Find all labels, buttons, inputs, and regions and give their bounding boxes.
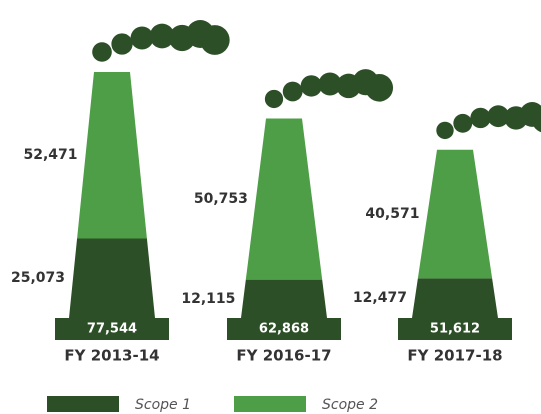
smoke-puff bbox=[264, 89, 284, 109]
smoke-puff bbox=[149, 23, 175, 49]
smoke-puff bbox=[282, 81, 303, 102]
value-label: 12,115 bbox=[181, 291, 235, 307]
smoke bbox=[264, 69, 394, 109]
smoke-puff bbox=[436, 121, 454, 140]
category-label: FY 2017-18 bbox=[407, 347, 502, 365]
legend-text: Scope 2 bbox=[322, 397, 378, 413]
stack-segment bbox=[245, 118, 323, 280]
smoke-puff bbox=[365, 73, 394, 102]
smoke-puff bbox=[487, 105, 510, 128]
value-label: 12,477 bbox=[353, 290, 407, 306]
smoke-puff bbox=[130, 26, 154, 50]
category-label: FY 2016-17 bbox=[236, 347, 331, 365]
category-label: FY 2013-14 bbox=[64, 347, 159, 365]
legend-swatch bbox=[234, 396, 306, 412]
stack-segment bbox=[412, 278, 498, 318]
stack-segment bbox=[77, 72, 147, 239]
stack-segment bbox=[69, 238, 155, 318]
stack-segment bbox=[417, 149, 493, 279]
legend-text: Scope 1 bbox=[135, 397, 191, 413]
smoke-puff bbox=[92, 42, 112, 62]
value-label: 50,753 bbox=[194, 191, 248, 207]
value-label: 40,571 bbox=[365, 206, 419, 222]
total-label: 51,612 bbox=[430, 322, 480, 337]
value-label: 52,471 bbox=[24, 147, 78, 163]
smoke-puff bbox=[111, 33, 133, 55]
smoke bbox=[92, 20, 230, 62]
base-plate bbox=[55, 318, 169, 340]
stack-segment bbox=[241, 279, 327, 318]
legend-swatch bbox=[47, 396, 119, 412]
smoke-puff bbox=[200, 25, 230, 55]
total-label: 77,544 bbox=[87, 322, 137, 337]
smoke-puff bbox=[453, 113, 473, 133]
base-plate bbox=[398, 318, 512, 340]
smoke-puff bbox=[470, 107, 491, 129]
smoke-puff bbox=[531, 107, 541, 133]
total-label: 62,868 bbox=[259, 322, 309, 337]
smoke bbox=[436, 102, 541, 140]
smoke-puff bbox=[318, 72, 342, 96]
value-label: 25,073 bbox=[11, 270, 65, 286]
smoke-puff bbox=[300, 75, 323, 97]
base-plate bbox=[227, 318, 341, 340]
